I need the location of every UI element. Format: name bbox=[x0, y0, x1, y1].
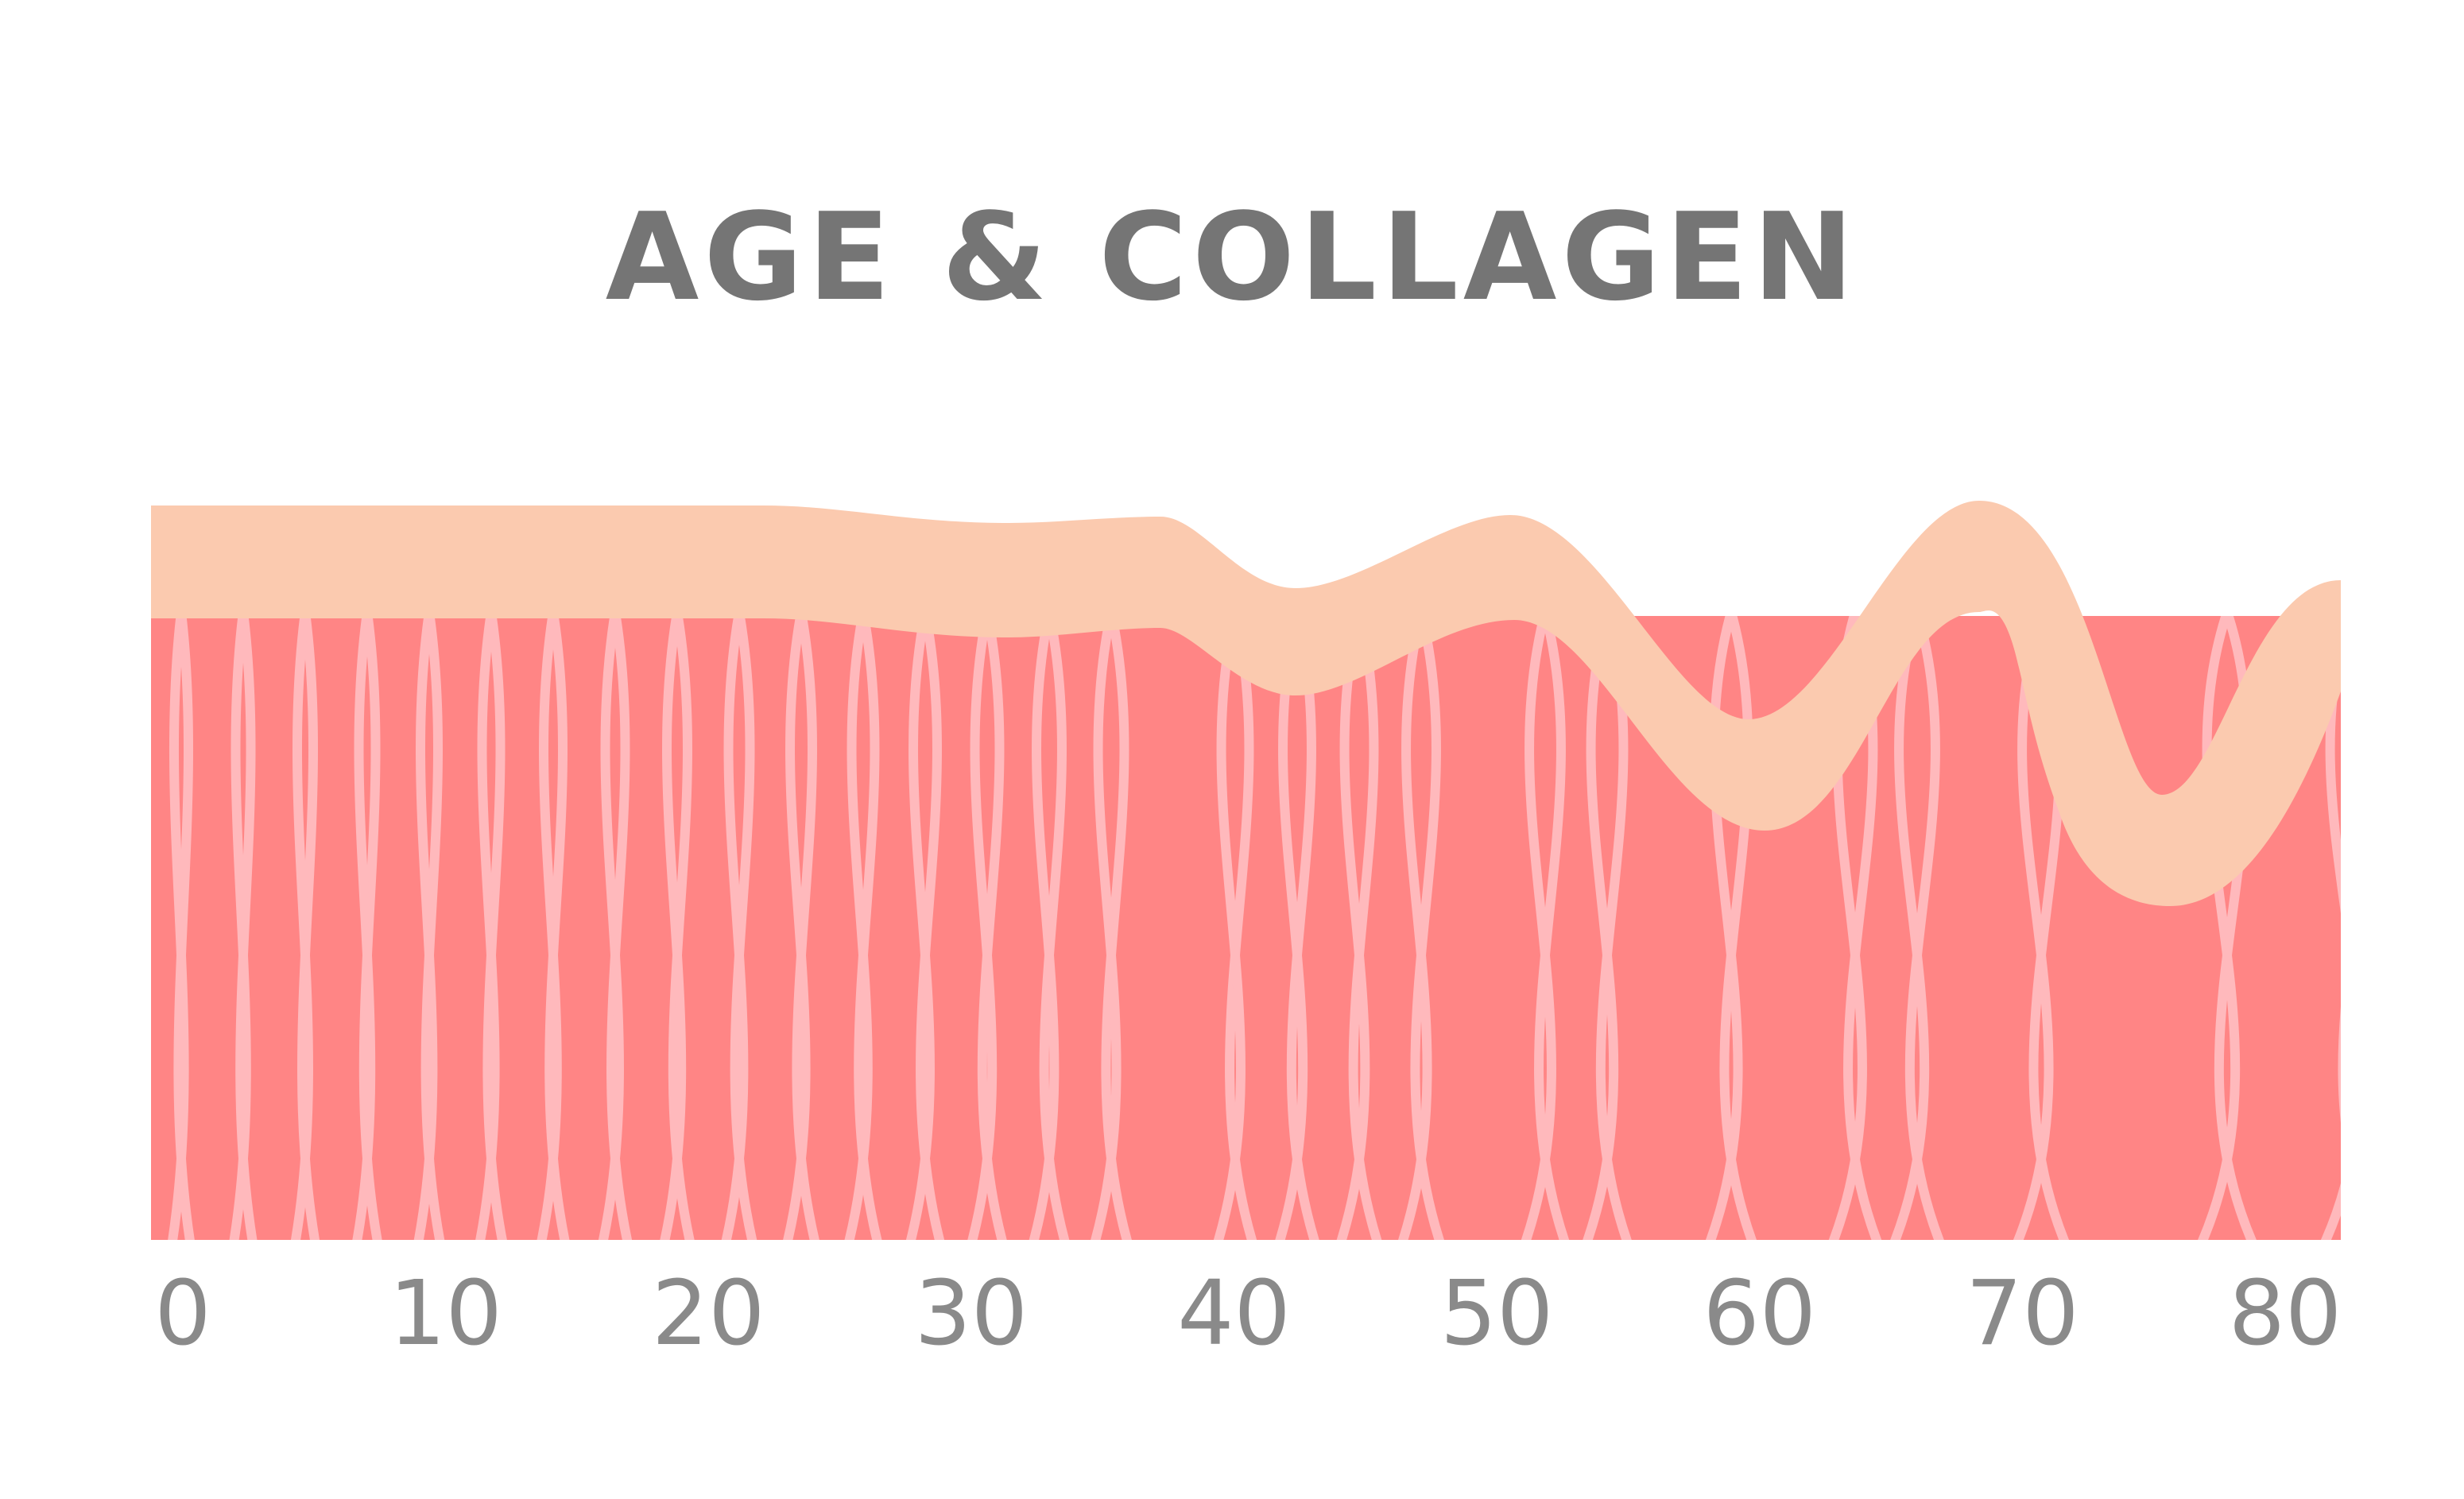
collagen-fiber bbox=[782, 616, 811, 1240]
collagen-fiber bbox=[1705, 616, 1743, 1240]
collagen-fiber bbox=[1029, 616, 1060, 1240]
collagen-fiber bbox=[1889, 616, 1930, 1240]
collagen-fiber bbox=[2013, 616, 2054, 1240]
collagen-fiber bbox=[1213, 616, 1246, 1240]
age-tick-80: 80 bbox=[2228, 1262, 2342, 1365]
age-tick-0: 0 bbox=[154, 1262, 211, 1365]
collagen-fiber bbox=[660, 616, 687, 1240]
collagen-fiber bbox=[229, 616, 251, 1240]
epidermis-layer bbox=[151, 501, 2341, 906]
age-tick-30: 30 bbox=[914, 1262, 1029, 1365]
collagen-fiber bbox=[967, 616, 998, 1240]
collagen-fiber bbox=[844, 616, 873, 1240]
collagen-fiber bbox=[721, 616, 749, 1240]
collagen-fiber bbox=[1090, 616, 1122, 1240]
collagen-fiber bbox=[2197, 616, 2241, 1240]
collagen-fiber bbox=[1275, 616, 1308, 1240]
collagen-fiber bbox=[905, 616, 935, 1240]
age-tick-40: 40 bbox=[1177, 1262, 1291, 1365]
age-tick-10: 10 bbox=[389, 1262, 502, 1365]
collagen-fiber bbox=[2338, 1006, 2341, 1123]
collagen-fiber bbox=[168, 616, 189, 1240]
age-tick-70: 70 bbox=[1966, 1262, 2079, 1365]
collagen-fiber bbox=[352, 616, 376, 1240]
age-tick-60: 60 bbox=[1703, 1262, 1817, 1365]
collagen-fiber bbox=[117, 612, 129, 1248]
collagen-fiber bbox=[1521, 616, 1556, 1240]
age-tick-20: 20 bbox=[651, 1262, 765, 1365]
collagen-fiber bbox=[110, 612, 122, 1248]
collagen-fiber bbox=[1583, 616, 1619, 1240]
age-tick-50: 50 bbox=[1439, 1262, 1554, 1365]
collagen-fiber bbox=[537, 616, 562, 1240]
diagram-title: AGE & COLLAGEN bbox=[605, 187, 1859, 327]
collagen-fiber bbox=[475, 616, 500, 1240]
collagen-fiber bbox=[1336, 616, 1370, 1240]
collagen-fiber bbox=[290, 616, 313, 1240]
collagen-fiber bbox=[413, 616, 438, 1240]
collagen-fiber bbox=[598, 616, 624, 1240]
collagen-fiber bbox=[1397, 616, 1432, 1240]
